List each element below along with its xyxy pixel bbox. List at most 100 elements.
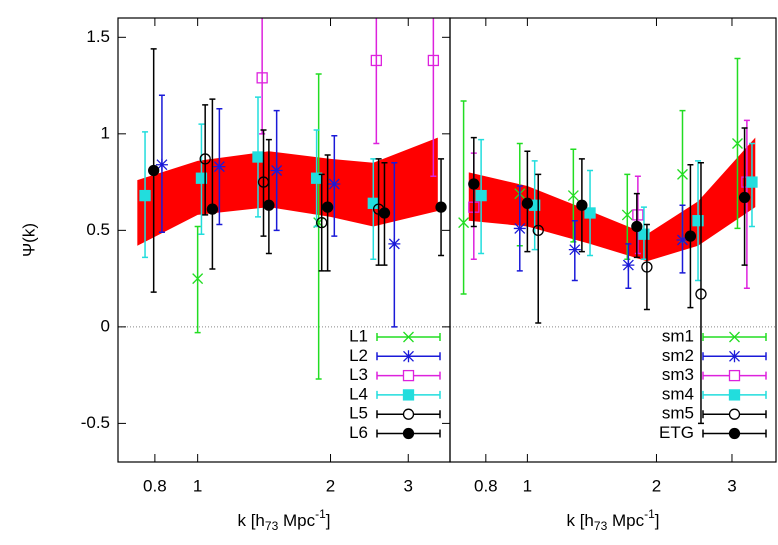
legend-marker xyxy=(402,408,415,420)
error-bar xyxy=(202,104,209,216)
x-axis-label-sub: 73 xyxy=(594,519,608,533)
legend-marker xyxy=(728,408,741,420)
legend-symbol xyxy=(402,369,415,382)
legend-marker xyxy=(728,369,741,382)
error-bar xyxy=(743,119,750,290)
x-tick-label: 1 xyxy=(193,476,202,495)
marker xyxy=(621,209,633,221)
marker xyxy=(567,190,579,202)
x-tick-label: 1 xyxy=(523,476,532,495)
legend-label: sm4 xyxy=(662,384,694,403)
marker xyxy=(475,189,487,202)
error-bar xyxy=(194,225,201,334)
legend-symbol xyxy=(402,389,415,401)
x-axis-label-part: ] xyxy=(655,511,660,530)
marker xyxy=(213,160,226,173)
x-axis-label-part: Mpc xyxy=(607,511,644,530)
marker xyxy=(321,201,334,213)
marker xyxy=(677,168,688,180)
x-tick-label: 0.8 xyxy=(143,476,167,495)
marker xyxy=(576,199,588,211)
legend-label: sm3 xyxy=(662,365,694,384)
error-bar xyxy=(460,100,467,295)
error-bar xyxy=(535,173,542,324)
marker xyxy=(370,54,382,67)
error-bar xyxy=(643,223,650,311)
legend-marker xyxy=(402,389,415,401)
marker xyxy=(328,178,341,191)
marker xyxy=(199,153,211,165)
marker xyxy=(388,237,401,250)
legend-marker xyxy=(403,331,414,343)
marker xyxy=(270,164,283,177)
legend-label: L5 xyxy=(349,404,368,423)
y-tick-label: 0 xyxy=(101,316,110,335)
error-bar xyxy=(375,158,382,266)
y-tick-label: 1.5 xyxy=(86,27,110,46)
legend-label: L6 xyxy=(349,423,368,442)
legend-label: L1 xyxy=(349,326,368,345)
marker xyxy=(256,72,268,84)
x-axis-label-part: k [h xyxy=(237,511,264,530)
error-bar xyxy=(265,138,272,255)
legend-label: L4 xyxy=(349,384,368,403)
marker xyxy=(695,288,707,300)
x-axis-label-part: k [h xyxy=(566,511,593,530)
legend-marker xyxy=(728,427,741,440)
marker xyxy=(584,207,596,219)
legend-symbol xyxy=(728,408,741,420)
x-axis-label-sup: -1 xyxy=(315,507,326,521)
legend-marker xyxy=(728,389,741,401)
x-tick-label: 3 xyxy=(404,476,413,495)
legend-marker xyxy=(402,369,415,382)
legend-symbol xyxy=(729,350,740,363)
error-bar xyxy=(697,162,704,425)
legend-marker xyxy=(403,350,414,363)
plot-area xyxy=(450,57,776,425)
legend-symbol xyxy=(728,369,741,382)
legend-marker xyxy=(729,331,740,343)
legend-symbol xyxy=(728,389,741,401)
legend-symbol xyxy=(402,427,415,440)
marker xyxy=(252,151,264,163)
y-tick-label: 0.5 xyxy=(86,220,110,239)
marker xyxy=(692,215,704,227)
marker xyxy=(155,158,168,171)
marker xyxy=(195,172,208,184)
band xyxy=(137,137,438,246)
marker xyxy=(532,224,544,236)
x-tick-label: 2 xyxy=(652,476,661,495)
marker xyxy=(316,216,328,229)
x-tick-label: 2 xyxy=(326,476,335,495)
legend-label: sm1 xyxy=(662,326,694,345)
x-axis-label: k [h73 Mpc-1] xyxy=(237,507,330,533)
marker xyxy=(638,228,650,240)
frame xyxy=(449,17,777,463)
marker xyxy=(435,201,447,213)
marker xyxy=(367,197,379,209)
legend-label: sm2 xyxy=(662,346,694,365)
marker xyxy=(521,197,534,209)
marker xyxy=(139,189,151,202)
error-bar xyxy=(259,18,266,135)
y-tick-label: 1 xyxy=(101,123,110,142)
marker xyxy=(738,191,751,204)
error-bar xyxy=(318,173,325,272)
error-bar xyxy=(209,98,216,270)
marker xyxy=(468,178,480,190)
x-tick-label: 0.8 xyxy=(474,476,498,495)
legend-label: L3 xyxy=(349,365,368,384)
marker xyxy=(676,234,689,246)
marker xyxy=(684,230,697,242)
marker xyxy=(148,164,160,177)
error-bar xyxy=(430,18,437,178)
y-tick-label: -0.5 xyxy=(81,413,110,432)
x-axis-label-sup: -1 xyxy=(644,507,655,521)
x-axis-label-part: Mpc xyxy=(278,511,315,530)
y-axis-label: Ψ(k) xyxy=(19,223,38,257)
legend-symbol xyxy=(403,331,414,343)
legend-symbol xyxy=(728,427,741,440)
marker xyxy=(206,203,219,215)
marker xyxy=(631,220,643,233)
